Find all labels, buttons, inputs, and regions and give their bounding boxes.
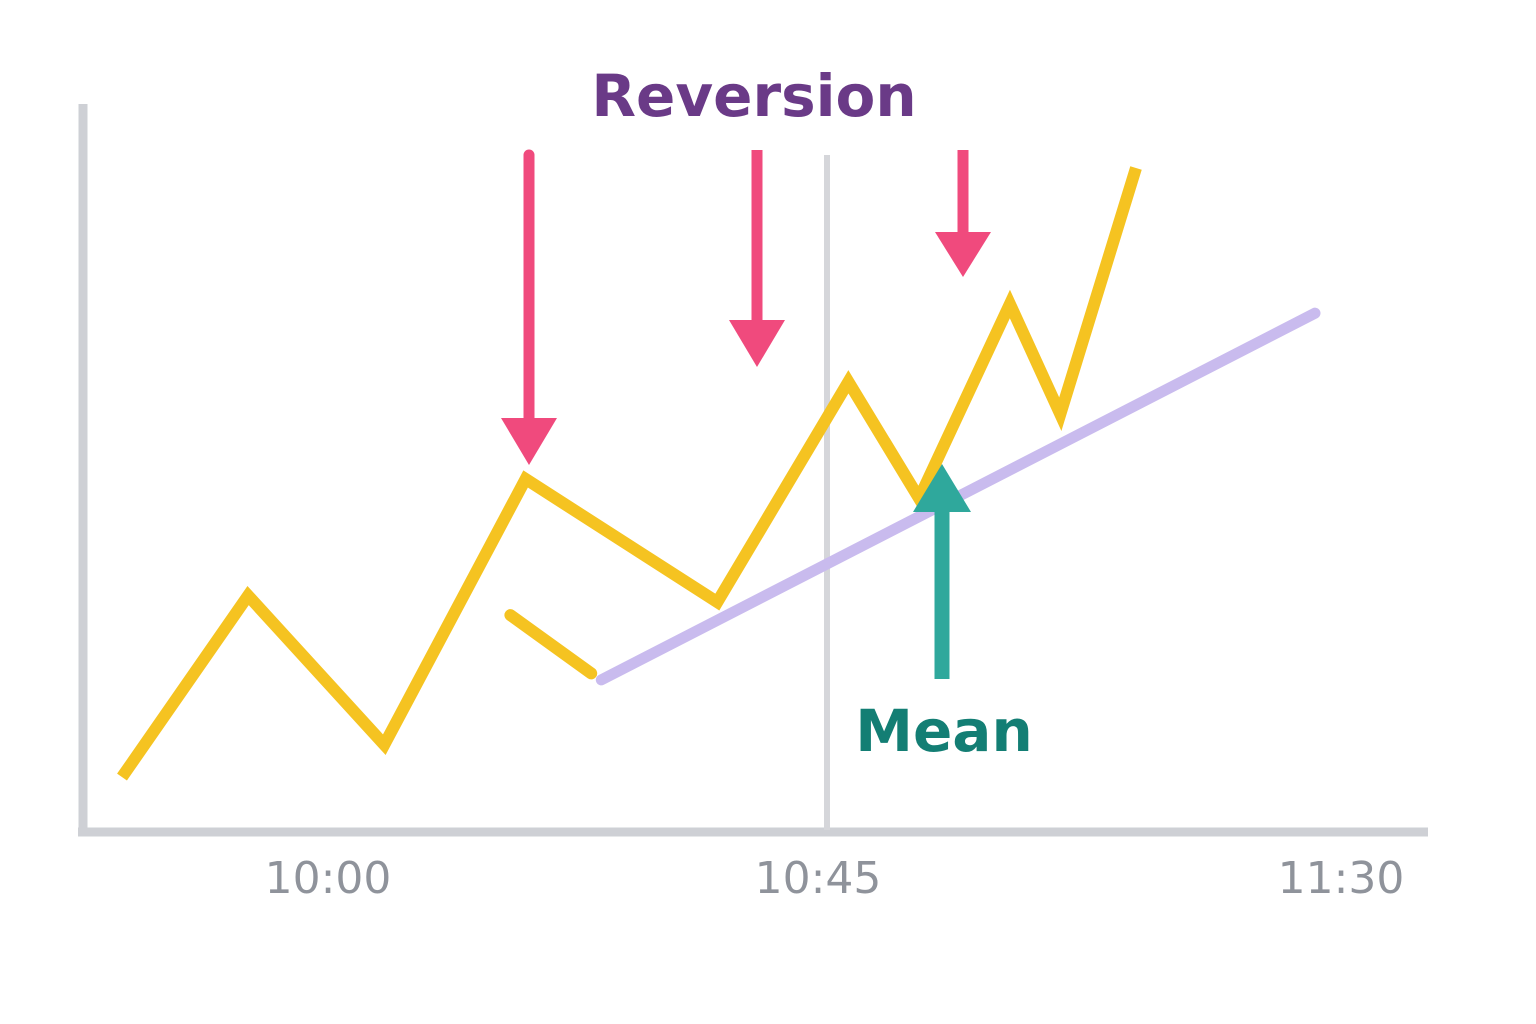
reversion-arrow-3 xyxy=(935,150,991,277)
reversion-label: Reversion xyxy=(591,62,916,130)
x-tick-label-1000: 10:00 xyxy=(265,853,392,904)
price-series-line xyxy=(117,166,1142,781)
price-series-segment xyxy=(504,609,598,680)
reversion-arrow-1 xyxy=(501,149,557,465)
mean-arrow xyxy=(913,464,971,679)
reversion-arrow-2 xyxy=(729,150,785,367)
x-tick-label-1045: 10:45 xyxy=(755,853,882,904)
x-tick-label-1130: 11:30 xyxy=(1278,853,1405,904)
mean-label: Mean xyxy=(855,697,1032,765)
